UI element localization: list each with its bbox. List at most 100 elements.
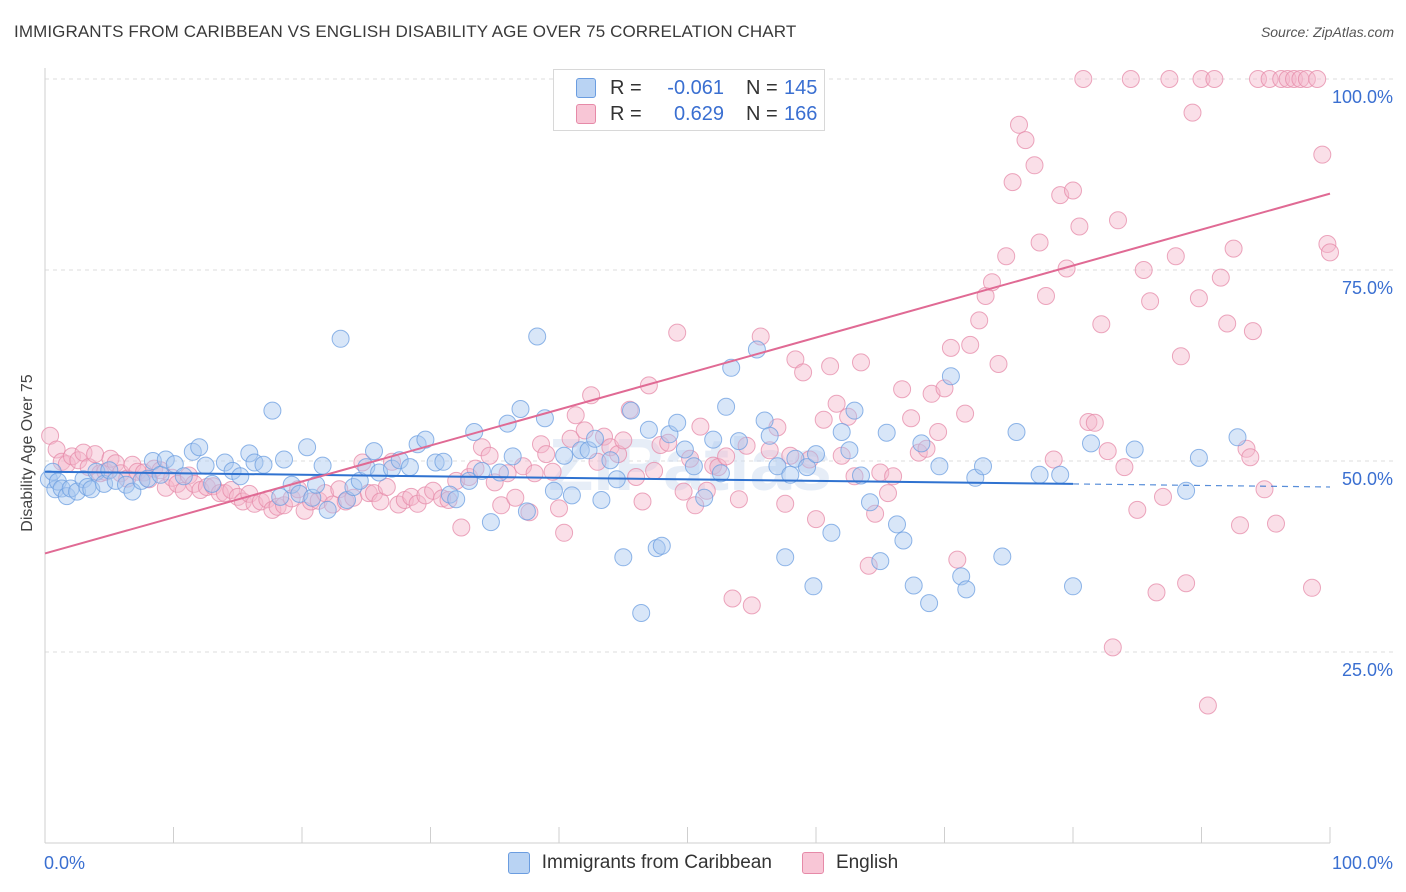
caribbean-point [711,464,730,483]
english-point [866,504,885,523]
caribbean-point [798,458,816,477]
legend-item-caribbean[interactable]: Immigrants from Caribbean [507,852,772,874]
english-point [1177,574,1196,593]
caribbean-point [579,441,598,460]
legend-swatch-blue [576,78,596,98]
caribbean-point [183,442,202,461]
caribbean-point [1125,440,1144,459]
english-point [1003,173,1022,192]
caribbean-point [313,456,332,475]
caribbean-point [365,442,383,461]
english-point [633,492,652,511]
caribbean-point [704,430,723,449]
english-point [1192,70,1211,88]
english-point [686,496,705,515]
english-point [1044,450,1063,469]
english-point [1231,516,1249,535]
english-point [1128,500,1147,519]
english-point [1079,413,1098,431]
caribbean-point [639,420,658,439]
legend-n-value: 145 [784,76,818,99]
english-point [723,589,742,608]
caribbean-point [517,502,536,521]
english-point [997,247,1016,266]
y-tick-label: 75.0% [1342,278,1393,298]
english-point [1241,448,1260,467]
english-point [1064,181,1082,200]
caribbean-point [861,493,879,512]
english-point [1321,243,1339,262]
caribbean-point [440,485,459,504]
caribbean-point [298,438,317,457]
caribbean-point [511,400,530,418]
english-point [424,481,443,500]
caribbean-trend-extension [1072,483,1331,488]
caribbean-point [807,445,825,464]
caribbean-point [490,463,509,482]
caribbean-point [95,474,114,493]
english-point [948,550,967,569]
legend-row-english: R = 0.629 N = 166 [576,102,817,126]
caribbean-point [845,401,864,420]
english-point [1115,458,1134,477]
english-point [814,410,833,429]
caribbean-point [768,457,787,476]
english-point [1183,103,1202,122]
english-point [1074,70,1093,88]
grid-lines [45,78,1395,653]
series-legend: Immigrants from Caribbean English [0,852,1406,874]
caribbean-point [912,434,931,453]
legend-swatch-blue [507,852,530,874]
english-point [1211,268,1230,287]
caribbean-point [729,432,748,451]
caribbean-point [555,446,574,465]
english-point [729,490,748,509]
caribbean-point [957,580,976,599]
english-point [566,406,585,425]
caribbean-point [503,447,522,466]
english-point [550,499,568,518]
caribbean-point [117,475,135,494]
caribbean-point [1030,465,1049,484]
english-trend-line [44,192,1331,555]
english-point [902,409,921,428]
english-point [929,423,948,441]
caribbean-point [174,467,193,486]
english-point [179,466,198,485]
english-point [1272,70,1291,88]
legend-item-english[interactable]: English [801,852,898,874]
english-point [1313,145,1332,164]
caribbean-point [760,426,779,445]
legend-r-value: -0.061 [667,76,724,99]
english-point [537,445,556,464]
caribbean-point [275,450,293,469]
english-point [263,500,282,519]
english-point [794,363,813,382]
caribbean-point [974,457,992,476]
caribbean-point [400,458,419,477]
caribbean-point [822,523,841,542]
english-point [1308,70,1327,88]
english-point [639,376,658,395]
caribbean-point [338,491,356,509]
caribbean-point [601,451,620,470]
english-point [760,441,779,460]
english-point [1160,70,1179,88]
english-point [543,462,562,481]
caribbean-points [39,327,1247,622]
caribbean-point [652,536,671,555]
caribbean-point [894,531,913,550]
english-point [1030,233,1049,252]
caribbean-point [684,457,703,476]
english-point [956,404,975,423]
english-point [439,491,458,509]
english-point [884,467,903,486]
english-point [1267,514,1285,533]
english-point [275,496,293,515]
caribbean-point [668,413,687,432]
english-point [941,338,960,357]
english-point [492,496,511,515]
english-point [807,510,825,529]
caribbean-point [447,490,466,509]
english-point [1025,156,1044,175]
